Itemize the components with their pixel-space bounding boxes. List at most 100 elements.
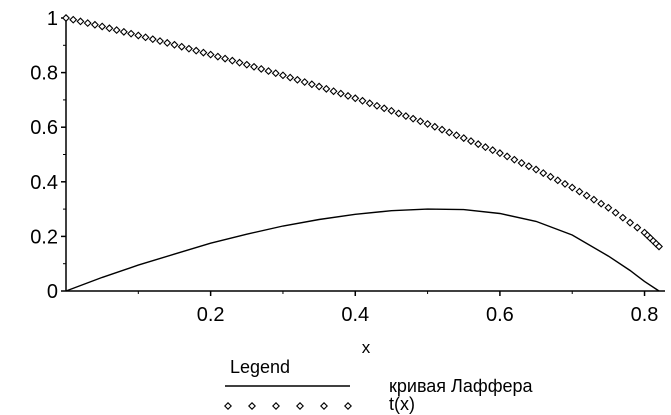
tx-marker: [170, 40, 179, 49]
x-axis-label: x: [362, 338, 371, 357]
tx-marker: [618, 213, 627, 222]
tx-marker: [199, 48, 208, 57]
tx-marker: [611, 208, 620, 217]
tx-marker: [250, 62, 259, 71]
tx-marker: [488, 146, 497, 155]
laffer-curve-line: [65, 208, 660, 292]
tx-marker: [278, 71, 287, 80]
tx-marker: [582, 191, 591, 200]
tx-marker: [264, 67, 273, 76]
tx-marker: [293, 75, 302, 84]
tx-marker: [156, 37, 164, 46]
tx-marker: [532, 165, 541, 174]
tx-marker: [626, 218, 635, 227]
tx-marker: [394, 109, 403, 118]
tx-marker: [307, 80, 316, 89]
tx-marker: [503, 152, 512, 161]
y-tick-label: 1: [47, 8, 58, 30]
y-tick-label: 0.2: [30, 226, 58, 248]
tx-marker: [163, 38, 172, 47]
tx-marker: [452, 131, 461, 140]
tx-marker: [597, 199, 606, 208]
legend-entry-laffer: кривая Лаффера: [389, 376, 534, 396]
series-layer: [62, 14, 663, 292]
tx-marker: [655, 242, 663, 251]
x-tick-label: 0.4: [341, 304, 369, 326]
tx-marker: [409, 114, 418, 123]
y-ticks: 0 0.2 0.4 0.6 0.8 1: [30, 8, 66, 303]
tx-marker: [568, 183, 577, 192]
y-tick-label: 0.6: [30, 117, 58, 139]
tx-marker: [127, 29, 136, 38]
tx-marker: [141, 33, 150, 42]
tx-marker: [510, 155, 519, 164]
tx-marker: [300, 78, 309, 87]
x-tick-label: 0.6: [486, 304, 514, 326]
tx-marker: [633, 223, 642, 232]
tx-marker: [148, 35, 157, 44]
tx-marker: [459, 134, 468, 143]
tx-marker: [286, 73, 295, 82]
tx-marker: [372, 101, 381, 110]
tx-marker: [315, 82, 324, 91]
tx-marker: [401, 112, 410, 121]
tx-marker: [344, 91, 353, 100]
y-tick-label: 0.4: [30, 172, 58, 194]
tx-marker: [539, 169, 548, 178]
tx-marker: [329, 87, 338, 96]
tx-marker: [213, 52, 222, 61]
tx-marker: [257, 64, 266, 73]
tx-marker: [445, 128, 454, 137]
tx-marker: [221, 54, 230, 63]
tx-marker: [105, 24, 114, 33]
tx-marker: [90, 20, 99, 29]
tx-marker: [112, 26, 121, 35]
legend-title: Legend: [230, 357, 290, 377]
axes: [65, 18, 665, 292]
tx-series: [62, 14, 663, 251]
tx-marker: [387, 106, 396, 115]
tx-marker: [561, 179, 569, 188]
tx-marker: [192, 46, 201, 55]
tx-marker: [119, 27, 128, 36]
y-tick-label: 0: [47, 281, 58, 303]
tx-marker: [206, 50, 215, 59]
tx-marker: [336, 89, 345, 98]
tx-marker: [235, 58, 244, 67]
tx-marker: [546, 172, 555, 181]
tx-marker: [134, 31, 143, 40]
tx-marker: [474, 140, 483, 149]
x-tick-label: 0.2: [197, 304, 225, 326]
tx-marker: [524, 162, 533, 171]
tx-marker: [416, 117, 425, 126]
tx-marker: [495, 149, 504, 158]
tx-marker: [184, 44, 193, 53]
legend-entry-tx: t(x): [389, 394, 415, 414]
tx-marker: [272, 402, 280, 410]
tx-marker: [322, 84, 331, 93]
tx-marker: [517, 158, 526, 167]
x-tick-label: 0.8: [631, 304, 659, 326]
tx-marker: [248, 402, 256, 410]
tx-marker: [575, 187, 584, 196]
x-ticks: 0.2 0.4 0.6 0.8: [137, 291, 659, 326]
tx-marker: [62, 14, 70, 22]
legend-diamond-swatch: [224, 402, 352, 410]
tx-marker: [83, 19, 92, 28]
tx-marker: [466, 137, 475, 146]
tx-marker: [177, 42, 186, 51]
tx-marker: [69, 15, 78, 24]
tx-marker: [589, 195, 598, 204]
tx-marker: [423, 119, 432, 128]
tx-marker: [553, 176, 562, 185]
tx-marker: [296, 402, 304, 410]
tx-marker: [380, 104, 389, 113]
tx-marker: [98, 22, 107, 31]
tx-marker: [271, 69, 280, 78]
tx-marker: [438, 125, 447, 134]
tx-marker: [344, 402, 352, 410]
tx-marker: [481, 143, 490, 152]
tx-marker: [320, 402, 328, 410]
tx-marker: [242, 60, 251, 69]
